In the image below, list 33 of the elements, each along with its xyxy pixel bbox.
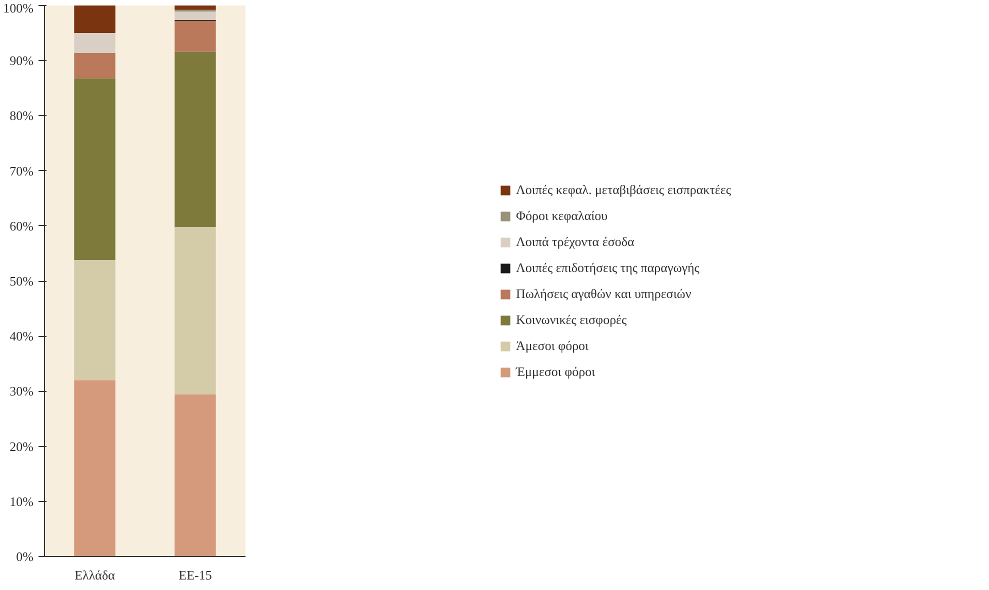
bar (74, 33, 116, 53)
legend-label: Φόροι κεφαλαίου (516, 208, 608, 224)
x-tick-label: Ελλάδα (74, 568, 116, 582)
legend-label: Έμμεσοι φόροι (516, 364, 596, 380)
y-tick-label: 40% (10, 328, 34, 344)
y-tick-label: 50% (10, 274, 34, 288)
bar (174, 394, 216, 556)
bar (174, 20, 216, 52)
y-tick-label: 20% (10, 438, 34, 454)
y-tick-label: 100% (3, 0, 34, 16)
legend-label: Λοιπά τρέχοντα έσοδα (516, 234, 634, 250)
bar (174, 227, 216, 395)
legend-label: Άμεσοι φόροι (516, 338, 589, 354)
bar (174, 6, 216, 10)
bar (174, 52, 216, 227)
y-tick-label: 10% (10, 494, 34, 509)
y-tick-label: 80% (10, 108, 34, 124)
y-tick-label: 0% (16, 549, 34, 564)
legend-label: Λοιπές επιδοτήσεις της παραγωγής (516, 260, 700, 276)
y-tick-label: 60% (10, 218, 34, 234)
bar (74, 6, 116, 34)
bar (74, 380, 116, 556)
legend-label: Λοιπές κεφαλ. μεταβιβάσεις εισπρακτέες (516, 182, 732, 198)
x-tick-label: ΕΕ-15 (178, 568, 212, 582)
bar (74, 52, 116, 78)
bar (74, 260, 116, 380)
legend-label: Πωλήσεις αγαθών και υπηρεσιών (516, 286, 692, 302)
y-tick-label: 90% (10, 53, 34, 68)
bar (74, 78, 116, 260)
y-tick-label: 70% (10, 163, 34, 178)
y-tick-label: 30% (10, 384, 34, 399)
bar (174, 12, 216, 20)
legend-label: Κοινωνικές εισφορές (516, 312, 627, 328)
